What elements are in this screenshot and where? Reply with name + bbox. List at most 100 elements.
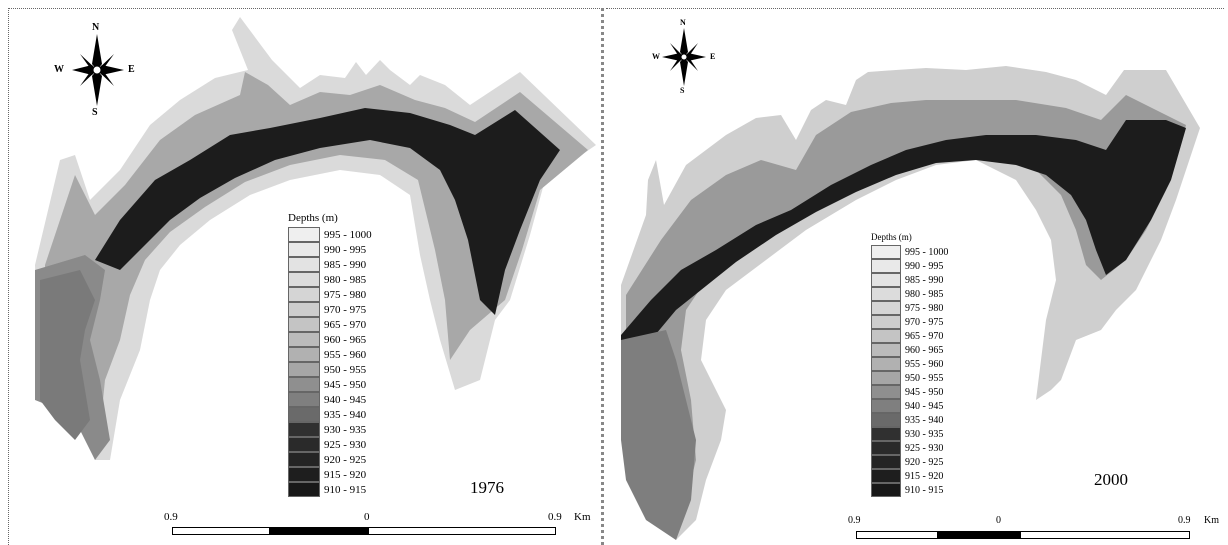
legend-label: 960 - 965 [324, 333, 367, 346]
legend-item: 970 - 975 [871, 315, 948, 329]
legend-swatch [871, 245, 901, 259]
compass-star-icon [72, 34, 124, 106]
legend-swatch [871, 483, 901, 497]
legend-label: 925 - 930 [324, 438, 367, 451]
scale-unit-label: Km [1204, 515, 1219, 526]
legend-item: 995 - 1000 [871, 245, 948, 259]
channel-deep [95, 108, 560, 315]
legend-item: 975 - 980 [871, 301, 948, 315]
frame-border [606, 8, 1224, 9]
legend-label: 965 - 970 [905, 330, 944, 342]
arm-lower-left [621, 330, 696, 540]
legend-label: 965 - 970 [324, 318, 367, 331]
legend-swatch [288, 422, 320, 437]
legend-label: 975 - 980 [324, 288, 367, 301]
legend-item: 920 - 925 [871, 455, 948, 469]
legend-swatch [871, 455, 901, 469]
legend-swatch [288, 272, 320, 287]
channel-deep [621, 120, 1186, 380]
legend-swatch [288, 242, 320, 257]
legend-swatch [871, 343, 901, 357]
legend-swatch [288, 317, 320, 332]
legend-item: 945 - 950 [288, 377, 372, 392]
legend-swatch [871, 469, 901, 483]
scale-left-label: 0.9 [164, 511, 178, 523]
legend-label: 910 - 915 [905, 484, 944, 496]
legend-swatch [871, 371, 901, 385]
legend-swatch [288, 227, 320, 242]
legend-item: 990 - 995 [871, 259, 948, 273]
legend-label: 955 - 960 [905, 358, 944, 370]
legend-item: 980 - 985 [288, 272, 372, 287]
arm-lower-left-inner [40, 270, 95, 440]
legend-label: 995 - 1000 [324, 228, 372, 241]
legend-item: 985 - 990 [288, 257, 372, 272]
legend-item: 970 - 975 [288, 302, 372, 317]
reservoir-map-1976 [35, 17, 596, 460]
legend-swatch [871, 441, 901, 455]
legend-swatch [871, 273, 901, 287]
scale-right-label: 0.9 [1178, 515, 1191, 526]
compass-rose: N S W E [54, 22, 135, 122]
legend-label: 990 - 995 [905, 260, 944, 272]
legend-swatch [288, 287, 320, 302]
depth-legend: Depths (m) 995 - 1000 990 - 995 985 - 990 9… [288, 212, 372, 497]
legend-label: 970 - 975 [324, 303, 367, 316]
compass-star-icon [662, 28, 706, 86]
compass-s: S [92, 107, 98, 118]
legend-label: 920 - 925 [324, 453, 367, 466]
legend-item: 940 - 945 [871, 399, 948, 413]
legend-label: 950 - 955 [324, 363, 367, 376]
scale-segment [856, 531, 938, 539]
legend-item: 940 - 945 [288, 392, 372, 407]
legend-label: 945 - 950 [905, 386, 944, 398]
scale-mid-label: 0 [996, 515, 1001, 526]
legend-item: 915 - 920 [871, 469, 948, 483]
legend-label: 935 - 940 [905, 414, 944, 426]
legend-label: 930 - 935 [905, 428, 944, 440]
legend-swatch [871, 287, 901, 301]
legend-item: 910 - 915 [288, 482, 372, 497]
scale-segment [938, 531, 1020, 539]
scale-unit-label: Km [574, 511, 591, 523]
legend-label: 990 - 995 [324, 243, 367, 256]
legend-item: 925 - 930 [871, 441, 948, 455]
map-panel-1976: N S W E Depths (m) 995 - 1000 990 - 995 98… [0, 0, 604, 545]
legend-label: 985 - 990 [324, 258, 367, 271]
legend-label: 925 - 930 [905, 442, 944, 454]
legend-item: 945 - 950 [871, 385, 948, 399]
scale-right-label: 0.9 [548, 511, 562, 523]
legend-label: 960 - 965 [905, 344, 944, 356]
legend-item: 930 - 935 [288, 422, 372, 437]
compass-rose: N S W E [652, 18, 715, 98]
legend-swatch [288, 467, 320, 482]
legend-swatch [871, 385, 901, 399]
legend-item: 960 - 965 [288, 332, 372, 347]
compass-e: E [128, 64, 135, 75]
scale-mid-label: 0 [364, 511, 370, 523]
legend-swatch [871, 259, 901, 273]
legend-title: Depths (m) [288, 212, 338, 224]
legend-label: 955 - 960 [324, 348, 367, 361]
legend-item: 950 - 955 [288, 362, 372, 377]
legend-item: 920 - 925 [288, 452, 372, 467]
compass-w: W [54, 64, 64, 75]
scale-bar: 0.9 0 0.9 Km [160, 511, 600, 541]
legend-label: 985 - 990 [905, 274, 944, 286]
legend-label: 980 - 985 [905, 288, 944, 300]
legend-item: 925 - 930 [288, 437, 372, 452]
legend-item: 980 - 985 [871, 287, 948, 301]
legend-swatch [288, 482, 320, 497]
legend-label: 975 - 980 [905, 302, 944, 314]
legend-item: 965 - 970 [871, 329, 948, 343]
scale-bar: 0.9 0 0.9 Km [846, 515, 1226, 545]
legend-label: 995 - 1000 [905, 246, 949, 258]
legend-swatch [288, 257, 320, 272]
legend-swatch [288, 347, 320, 362]
legend-item: 975 - 980 [288, 287, 372, 302]
scale-segment [270, 527, 368, 535]
legend-item: 910 - 915 [871, 483, 948, 497]
bank-mid [626, 95, 1186, 520]
scale-segment [1020, 531, 1190, 539]
legend-swatch [288, 302, 320, 317]
